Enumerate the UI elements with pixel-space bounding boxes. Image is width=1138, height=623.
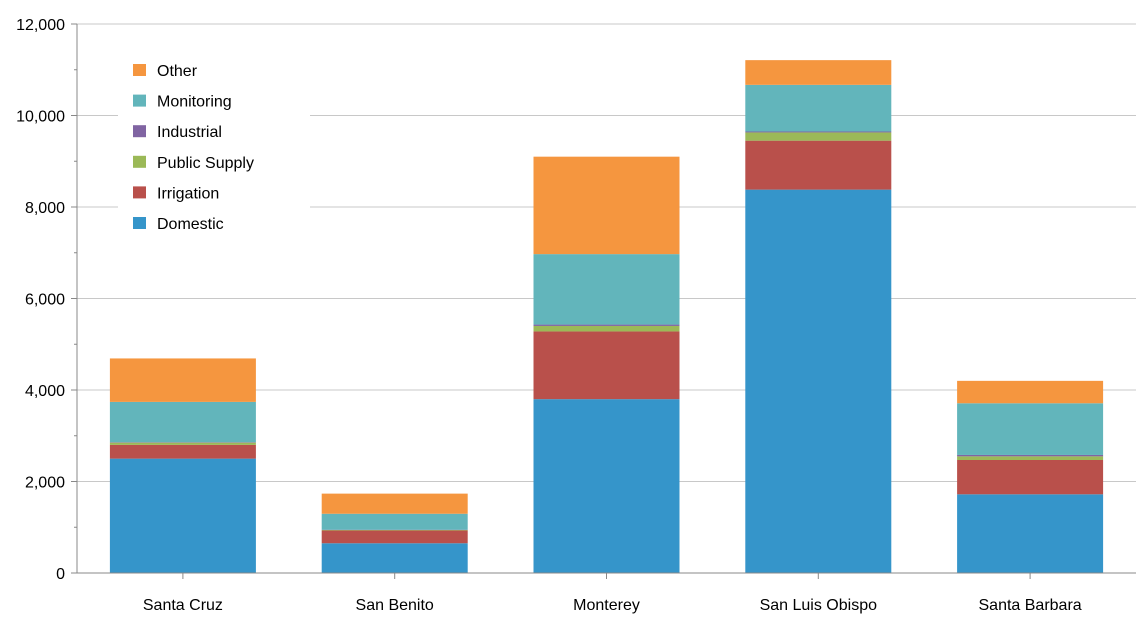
bar-san-benito-monitoring (322, 514, 468, 530)
bar-santa-cruz-irrigation (110, 445, 256, 459)
bar-santa-cruz-other (110, 358, 256, 401)
legend-label-public-supply: Public Supply (157, 155, 254, 172)
bar-santa-barbara-public-supply (957, 456, 1103, 460)
y-tick-label: 12,000 (16, 17, 65, 34)
bar-monterey-irrigation (534, 331, 680, 399)
bar-santa-cruz-monitoring (110, 402, 256, 442)
bar-san-luis-obispo-industrial (745, 132, 891, 133)
bar-san-luis-obispo-public-supply (745, 132, 891, 140)
bar-santa-barbara-domestic (957, 494, 1103, 573)
bar-santa-barbara-monitoring (957, 403, 1103, 455)
bar-monterey-other (534, 157, 680, 254)
bar-san-benito-irrigation (322, 530, 468, 543)
legend-label-industrial: Industrial (157, 124, 222, 141)
y-tick-label: 8,000 (25, 200, 65, 217)
bar-san-luis-obispo-monitoring (745, 85, 891, 132)
legend-swatch-monitoring (133, 95, 146, 107)
y-tick-label: 6,000 (25, 292, 65, 309)
legend: Other Monitoring Industrial Public Supply Ir… (118, 52, 310, 242)
x-tick-label: San Luis Obispo (760, 597, 878, 614)
legend-label-other: Other (157, 63, 198, 80)
y-tick-label: 10,000 (16, 109, 65, 126)
bar-santa-barbara-other (957, 381, 1103, 403)
legend-background (118, 52, 310, 242)
bar-monterey-public-supply (534, 326, 680, 331)
bar-santa-cruz-public-supply (110, 443, 256, 445)
bar-monterey-domestic (534, 399, 680, 573)
bar-san-luis-obispo-other (745, 60, 891, 85)
x-tick-label: Santa Barbara (979, 597, 1082, 614)
y-tick-label: 2,000 (25, 475, 65, 492)
legend-label-domestic: Domestic (157, 216, 224, 233)
legend-label-irrigation: Irrigation (157, 185, 219, 202)
y-tick-label: 0 (56, 566, 65, 583)
bar-san-benito-domestic (322, 543, 468, 573)
y-tick-label: 4,000 (25, 383, 65, 400)
bar-santa-cruz-domestic (110, 459, 256, 573)
legend-swatch-domestic (133, 217, 146, 229)
x-tick-label: Monterey (573, 597, 640, 614)
bar-san-benito-other (322, 494, 468, 514)
x-tick-label: San Benito (356, 597, 434, 614)
bar-san-luis-obispo-domestic (745, 190, 891, 573)
bar-monterey-industrial (534, 325, 680, 326)
legend-label-monitoring: Monitoring (157, 94, 232, 111)
legend-swatch-irrigation (133, 186, 146, 198)
bar-santa-barbara-irrigation (957, 460, 1103, 494)
legend-swatch-industrial (133, 125, 146, 137)
bar-monterey-monitoring (534, 254, 680, 324)
x-tick-label: Santa Cruz (143, 597, 223, 614)
legend-swatch-public-supply (133, 156, 146, 168)
bar-san-luis-obispo-irrigation (745, 141, 891, 190)
bar-santa-barbara-industrial (957, 455, 1103, 456)
legend-swatch-other (133, 64, 146, 76)
